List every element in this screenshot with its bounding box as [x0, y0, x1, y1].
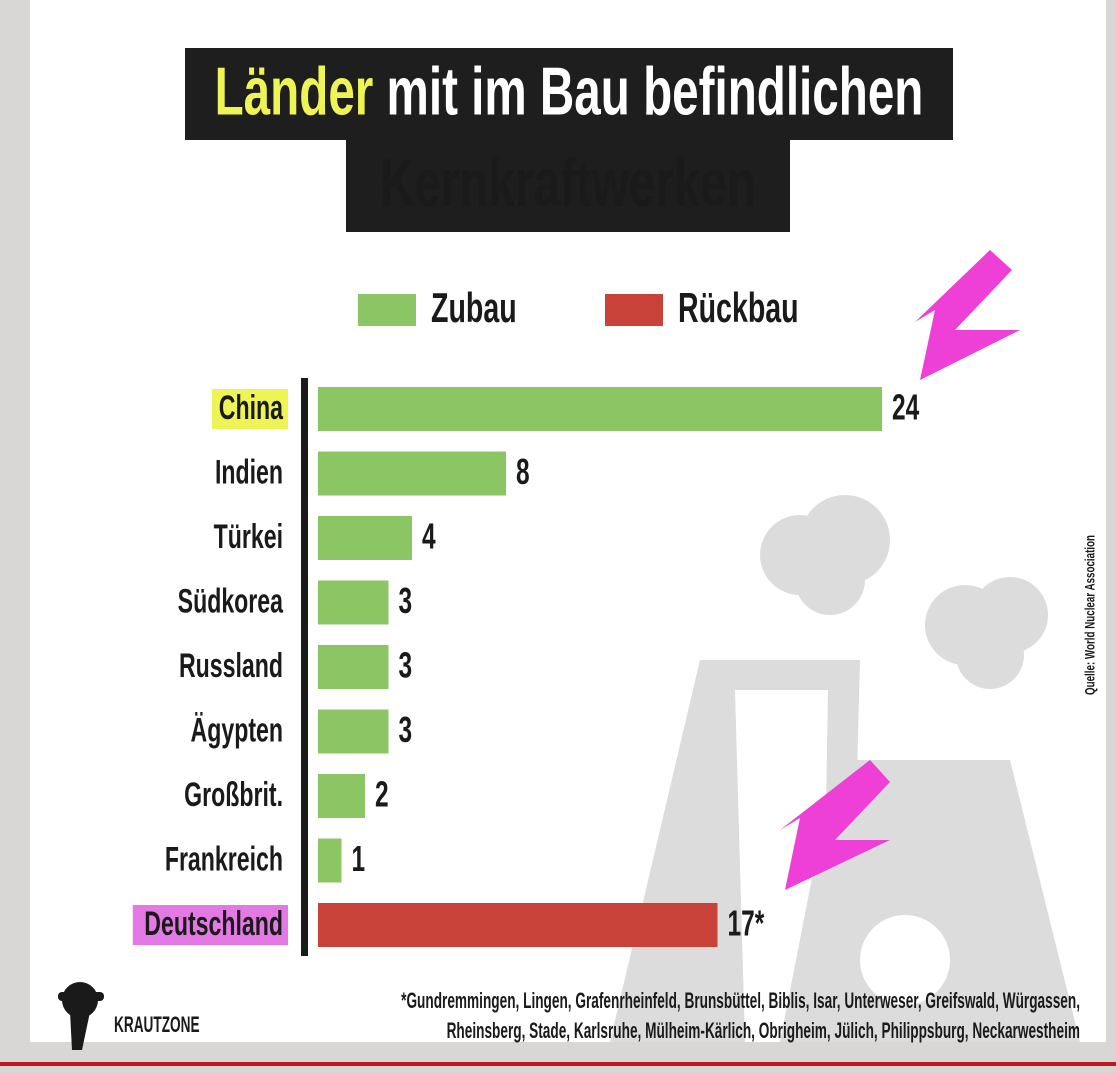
y-tick-label: Türkei — [214, 519, 283, 556]
value-label: 3 — [399, 645, 413, 686]
y-tick-label: Ägypten — [191, 711, 283, 750]
value-label: 3 — [399, 709, 413, 750]
power-plant-illustration — [610, 495, 1080, 1042]
title-text: mit im Bau befindlichen — [387, 54, 924, 129]
title-highlight: Länder — [215, 54, 374, 129]
category-highlight — [212, 389, 288, 429]
chart-title: Länder mit im Bau befindlichen — [215, 54, 924, 129]
y-tick-label: Indien — [215, 454, 283, 491]
y-tick-label: Großbrit. — [184, 777, 283, 814]
bar — [318, 516, 412, 560]
y-tick-label: Südkorea — [178, 583, 284, 620]
logo-text: KRAUTZONE — [114, 1011, 200, 1036]
bar — [318, 709, 389, 754]
title-box — [346, 140, 790, 232]
y-tick-label: China — [219, 390, 284, 427]
footnote: *Gundremmingen, Lingen, Grafenrheinfeld,… — [401, 987, 1080, 1012]
value-label: 2 — [375, 774, 389, 815]
axis-line — [301, 378, 308, 956]
value-label: 1 — [352, 838, 366, 879]
bar — [318, 774, 365, 818]
y-tick-label: Frankreich — [165, 841, 283, 878]
arrows — [780, 250, 1020, 890]
bar — [318, 645, 389, 689]
y-tick-label: Russland — [179, 648, 283, 685]
value-label: 3 — [399, 580, 413, 621]
bar — [318, 580, 389, 625]
source: Quelle: World Nuclear Association — [1082, 535, 1098, 695]
footnote: Rheinsberg, Stade, Karlsruhe, Mülheim-Kä… — [447, 1017, 1080, 1042]
value-label: 8 — [516, 451, 530, 492]
logo-icon — [58, 982, 104, 1050]
bottom-line — [0, 1062, 1116, 1066]
category-highlight — [132, 905, 288, 945]
legend-label: Rückbau — [678, 283, 799, 331]
value-label: 24 — [892, 387, 919, 428]
legend-label: Zubau — [431, 283, 517, 331]
bar — [318, 451, 506, 496]
bar — [318, 903, 718, 947]
title-box — [185, 48, 953, 140]
chart-title: Kernkraftwerken — [380, 146, 756, 221]
value-label: 17* — [728, 903, 765, 944]
legend-swatch — [358, 294, 416, 326]
value-label: 4 — [422, 516, 436, 557]
y-tick-label: Deutschland — [144, 906, 283, 943]
bar — [318, 387, 882, 431]
legend-swatch — [605, 294, 663, 326]
bar — [318, 838, 342, 883]
